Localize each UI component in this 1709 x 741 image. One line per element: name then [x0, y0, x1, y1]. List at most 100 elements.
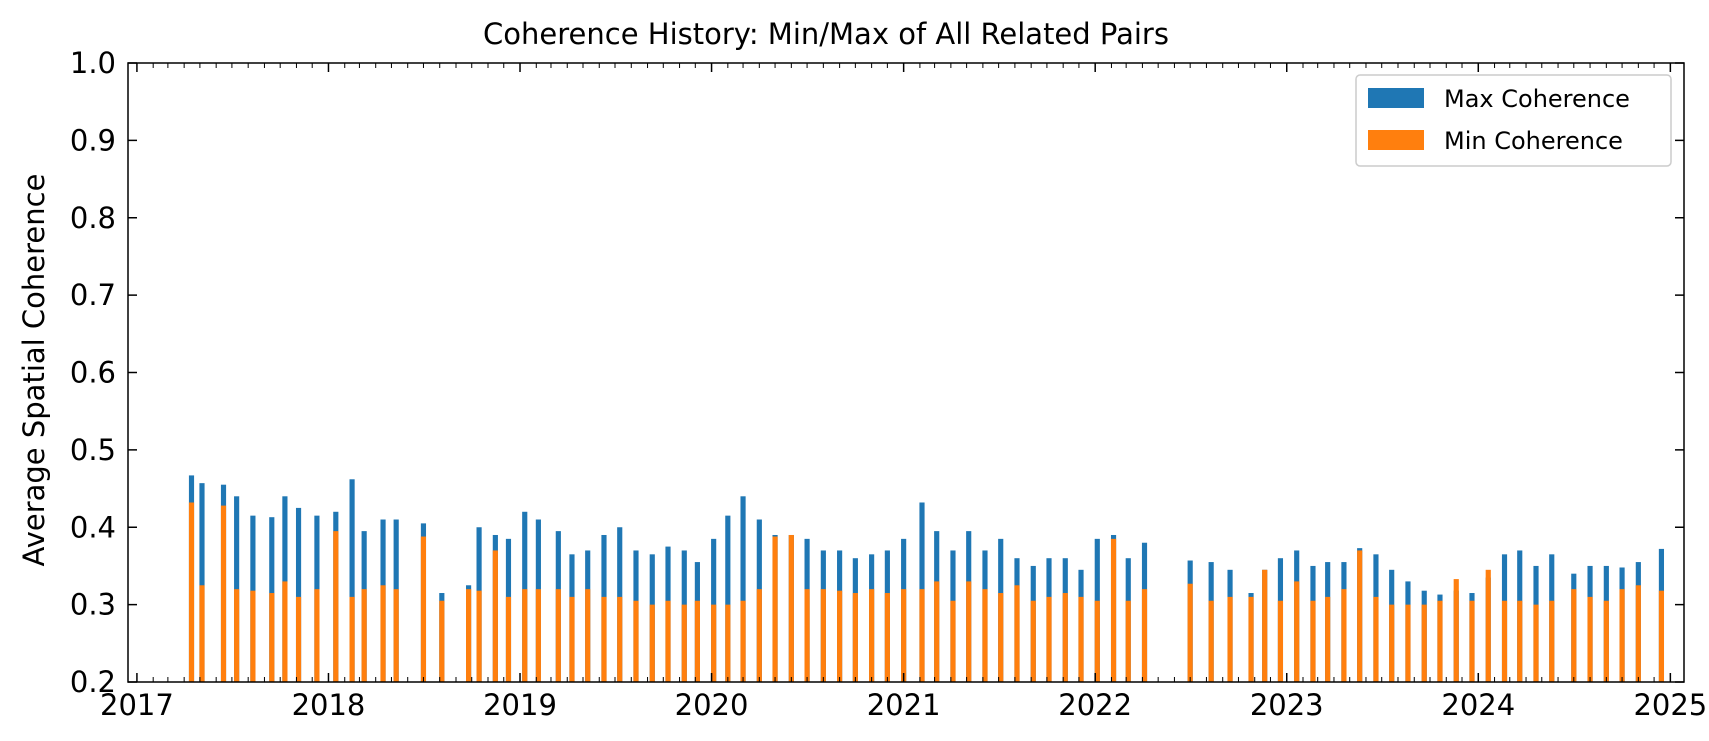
min-bar-54: [1062, 593, 1068, 682]
x-tick-label-5: 2022: [1058, 688, 1132, 722]
max-bar-34: [740, 496, 746, 682]
min-bar-72: [1389, 604, 1395, 683]
max-bar-7: [295, 507, 302, 682]
min-bar-84: [1587, 596, 1593, 682]
min-bar-25: [601, 596, 607, 682]
min-bar-52: [1030, 600, 1036, 682]
min-bar-63: [1248, 596, 1254, 682]
min-bar-81: [1533, 604, 1539, 683]
min-bar-15: [439, 600, 445, 682]
min-bar-40: [837, 590, 843, 682]
min-bar-37: [788, 534, 794, 682]
min-bar-78: [1485, 569, 1491, 682]
legend-box: [1355, 74, 1672, 167]
min-bar-49: [982, 589, 988, 682]
y-tick-label-6: 0.8: [70, 201, 116, 235]
min-bar-88: [1658, 590, 1665, 682]
min-bar-35: [756, 589, 762, 682]
min-bar-6: [282, 581, 288, 682]
min-bar-73: [1405, 604, 1411, 683]
min-bar-19: [505, 596, 512, 682]
min-bar-24: [585, 589, 591, 682]
min-bar-11: [361, 589, 367, 682]
min-bar-56: [1094, 600, 1100, 682]
min-bar-28: [649, 604, 655, 683]
min-bar-23: [569, 596, 575, 682]
min-bar-5: [269, 593, 275, 682]
min-bar-2: [220, 505, 227, 682]
min-bar-82: [1549, 600, 1555, 682]
min-bar-51: [1014, 585, 1020, 682]
bars-layer: [188, 475, 1665, 683]
min-bar-46: [934, 581, 940, 682]
y-tick-label-5: 0.7: [70, 278, 116, 312]
min-bar-55: [1078, 596, 1084, 682]
max-bar-10: [349, 479, 355, 682]
min-bar-43: [884, 593, 890, 682]
min-bar-48: [966, 581, 972, 682]
x-tick-label-7: 2024: [1441, 688, 1515, 722]
legend-swatch-min: [1368, 130, 1424, 150]
min-bar-85: [1603, 600, 1609, 682]
y-tick-label-7: 0.9: [70, 123, 116, 157]
min-bar-31: [694, 600, 700, 682]
min-bar-38: [804, 589, 810, 682]
y-tick-label-1: 0.3: [70, 588, 116, 622]
x-tick-label-1: 2018: [292, 688, 366, 722]
min-bar-47: [950, 600, 956, 682]
min-bar-45: [919, 589, 925, 682]
min-bar-83: [1571, 589, 1577, 682]
min-bar-75: [1437, 600, 1443, 682]
min-bar-3: [234, 589, 240, 682]
x-tick-label-4: 2021: [867, 688, 941, 722]
y-tick-label-3: 0.5: [70, 433, 116, 467]
min-bar-18: [492, 550, 498, 682]
min-bar-14: [420, 536, 427, 682]
chart-title: Coherence History: Min/Max of All Relate…: [483, 17, 1169, 51]
min-bar-1: [199, 585, 205, 682]
y-axis-label: Average Spatial Coherence: [17, 174, 51, 567]
x-tick-label-8: 2025: [1633, 688, 1707, 722]
y-tick-label-0: 0.2: [70, 665, 116, 699]
min-bar-10: [349, 596, 355, 682]
min-bar-9: [333, 531, 339, 682]
min-bar-60: [1187, 583, 1193, 682]
min-bar-61: [1208, 600, 1214, 682]
min-bar-17: [476, 590, 482, 682]
min-bar-44: [901, 589, 907, 682]
min-bar-8: [314, 589, 320, 682]
min-bar-29: [665, 600, 671, 682]
min-bar-87: [1635, 585, 1641, 682]
min-bar-4: [250, 590, 256, 682]
min-bar-34: [740, 600, 746, 682]
min-bar-16: [466, 589, 472, 682]
x-tick-label-2: 2019: [483, 688, 557, 722]
min-bar-26: [617, 596, 623, 682]
min-bar-76: [1453, 579, 1459, 682]
x-tick-label-0: 2017: [100, 688, 174, 722]
x-tick-label-6: 2023: [1250, 688, 1324, 722]
min-bar-67: [1310, 600, 1316, 682]
min-bar-33: [725, 604, 731, 683]
min-bar-65: [1277, 600, 1284, 682]
min-bar-70: [1357, 550, 1363, 682]
min-bar-86: [1619, 589, 1625, 682]
min-bar-21: [535, 589, 541, 682]
min-bar-58: [1125, 600, 1131, 682]
min-bar-32: [711, 604, 717, 683]
legend: Max Coherence Min Coherence: [1355, 74, 1672, 167]
ticks-layer: 0.2 0.3 0.4 0.5 0.6 0.7 0.8 0.9 1.0 2017 2018 2019 2…: [70, 46, 1707, 722]
max-bar-1: [199, 483, 205, 682]
y-tick-label-2: 0.4: [70, 510, 116, 544]
plot-frame: [127, 62, 1685, 683]
legend-label-max: Max Coherence: [1444, 85, 1630, 113]
min-bar-64: [1262, 569, 1268, 682]
min-bar-62: [1227, 596, 1233, 682]
min-bar-74: [1421, 604, 1427, 683]
min-bar-7: [295, 596, 302, 682]
min-bar-77: [1469, 600, 1475, 682]
min-bar-59: [1141, 589, 1148, 682]
min-bar-39: [820, 589, 826, 682]
min-bar-50: [998, 593, 1004, 682]
min-bar-22: [555, 589, 561, 682]
